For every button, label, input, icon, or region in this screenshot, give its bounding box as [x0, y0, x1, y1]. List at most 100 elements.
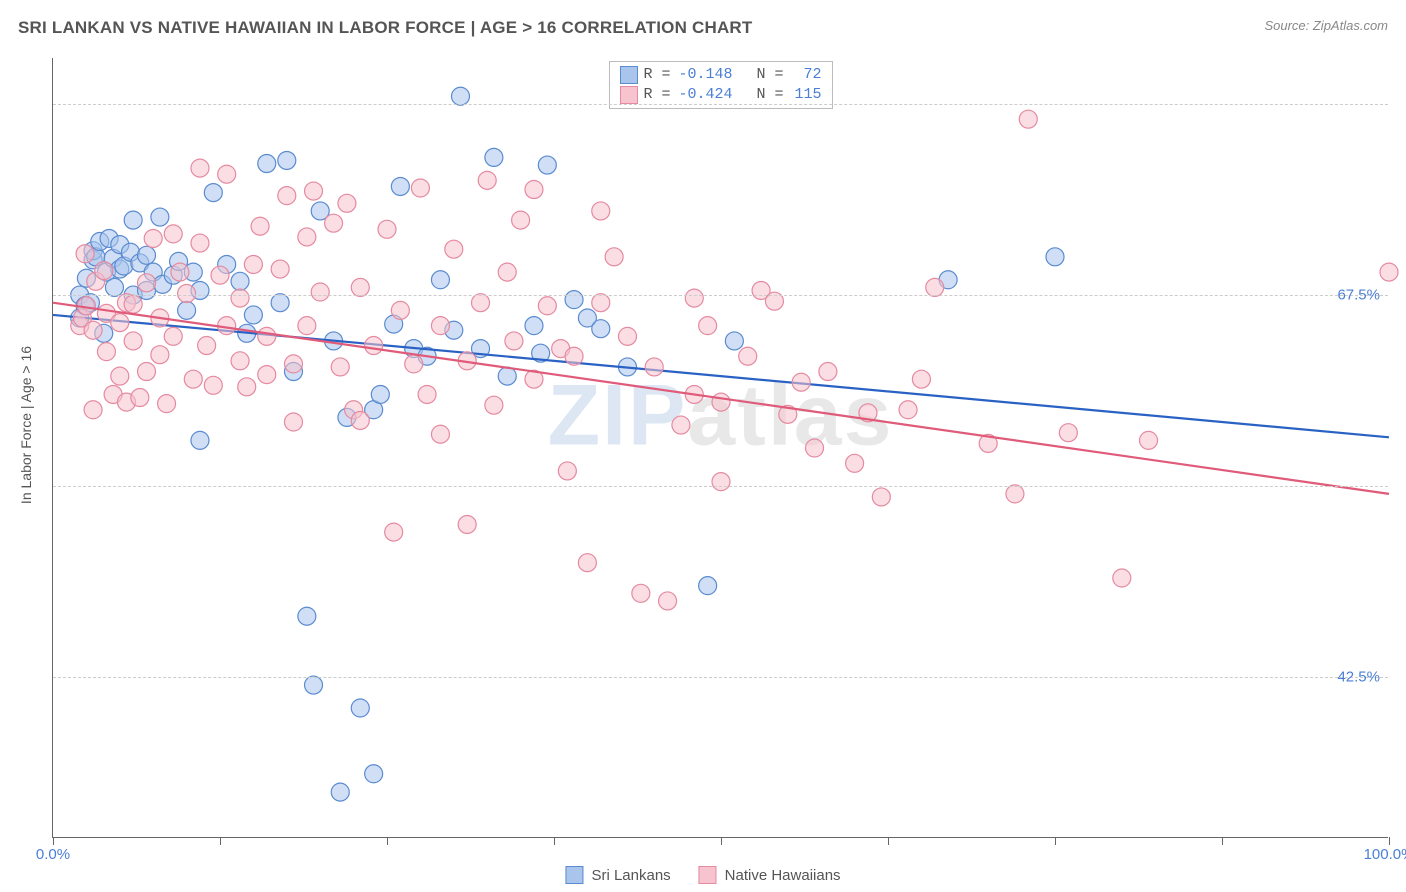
correlation-legend: R = -0.148 N = 72R = -0.424 N = 115 — [608, 61, 832, 109]
scatter-point — [792, 373, 810, 391]
scatter-point — [712, 473, 730, 491]
scatter-point — [278, 187, 296, 205]
scatter-point — [124, 332, 142, 350]
scatter-point — [645, 358, 663, 376]
scatter-point — [258, 366, 276, 384]
scatter-point — [525, 181, 543, 199]
scatter-point — [298, 228, 316, 246]
scatter-point — [178, 285, 196, 303]
scatter-point — [498, 367, 516, 385]
scatter-point — [365, 765, 383, 783]
scatter-point — [331, 783, 349, 801]
scatter-point — [191, 159, 209, 177]
scatter-point — [164, 327, 182, 345]
scatter-point — [405, 355, 423, 373]
scatter-point — [538, 297, 556, 315]
scatter-point — [1140, 431, 1158, 449]
scatter-point — [565, 291, 583, 309]
n-value: 115 — [790, 85, 822, 105]
scatter-point — [431, 317, 449, 335]
scatter-point — [659, 592, 677, 610]
scatter-point — [231, 289, 249, 307]
scatter-point — [171, 263, 189, 281]
header: SRI LANKAN VS NATIVE HAWAIIAN IN LABOR F… — [0, 0, 1406, 44]
x-tick — [53, 837, 54, 845]
scatter-point — [76, 245, 94, 263]
legend-label: Native Hawaiians — [725, 867, 841, 884]
scatter-point — [84, 401, 102, 419]
scatter-point — [164, 225, 182, 243]
x-tick — [554, 837, 555, 845]
scatter-point — [204, 184, 222, 202]
legend-item: Native Hawaiians — [699, 866, 841, 884]
scatter-point — [218, 165, 236, 183]
scatter-point — [872, 488, 890, 506]
scatter-point — [592, 294, 610, 312]
scatter-point — [97, 343, 115, 361]
scatter-point — [258, 155, 276, 173]
scatter-point — [258, 327, 276, 345]
scatter-point — [131, 389, 149, 407]
grid-line — [53, 295, 1388, 296]
scatter-point — [485, 148, 503, 166]
scatter-point — [1046, 248, 1064, 266]
x-tick-label: 100.0% — [1364, 846, 1406, 863]
scatter-point — [565, 347, 583, 365]
regression-line — [53, 303, 1389, 494]
grid-line — [53, 104, 1388, 105]
scatter-point — [151, 346, 169, 364]
scatter-point — [305, 676, 323, 694]
scatter-point — [204, 376, 222, 394]
scatter-point — [311, 283, 329, 301]
scatter-point — [418, 385, 436, 403]
scatter-point — [111, 367, 129, 385]
scatter-point — [284, 413, 302, 431]
scatter-point — [431, 271, 449, 289]
scatter-point — [411, 179, 429, 197]
scatter-point — [558, 462, 576, 480]
scatter-point — [231, 352, 249, 370]
scatter-plot-svg — [53, 58, 1388, 837]
scatter-point — [178, 301, 196, 319]
scatter-point — [605, 248, 623, 266]
scatter-point — [138, 274, 156, 292]
scatter-point — [498, 263, 516, 281]
scatter-point — [926, 278, 944, 296]
scatter-point — [819, 363, 837, 381]
scatter-point — [198, 337, 216, 355]
correlation-row: R = -0.148 N = 72 — [619, 65, 821, 85]
regression-line — [53, 315, 1389, 437]
scatter-point — [806, 439, 824, 457]
scatter-point — [1113, 569, 1131, 587]
x-tick — [721, 837, 722, 845]
scatter-point — [271, 294, 289, 312]
scatter-point — [472, 294, 490, 312]
x-tick-label: 0.0% — [36, 846, 70, 863]
scatter-point — [512, 211, 530, 229]
scatter-point — [846, 454, 864, 472]
correlation-row: R = -0.424 N = 115 — [619, 85, 821, 105]
scatter-point — [912, 370, 930, 388]
scatter-point — [138, 363, 156, 381]
x-tick — [1222, 837, 1223, 845]
y-tick-label: 67.5% — [1337, 287, 1380, 304]
scatter-point — [191, 431, 209, 449]
y-tick-label: 42.5% — [1337, 669, 1380, 686]
scatter-point — [95, 262, 113, 280]
scatter-point — [158, 395, 176, 413]
scatter-point — [191, 234, 209, 252]
scatter-point — [578, 554, 596, 572]
scatter-point — [124, 295, 142, 313]
scatter-point — [298, 607, 316, 625]
scatter-point — [538, 156, 556, 174]
scatter-point — [592, 320, 610, 338]
scatter-point — [378, 220, 396, 238]
scatter-point — [445, 240, 463, 258]
scatter-point — [138, 246, 156, 264]
scatter-point — [485, 396, 503, 414]
scatter-point — [712, 393, 730, 411]
scatter-point — [1059, 424, 1077, 442]
scatter-point — [632, 584, 650, 602]
scatter-point — [1019, 110, 1037, 128]
n-value: 72 — [790, 65, 822, 85]
